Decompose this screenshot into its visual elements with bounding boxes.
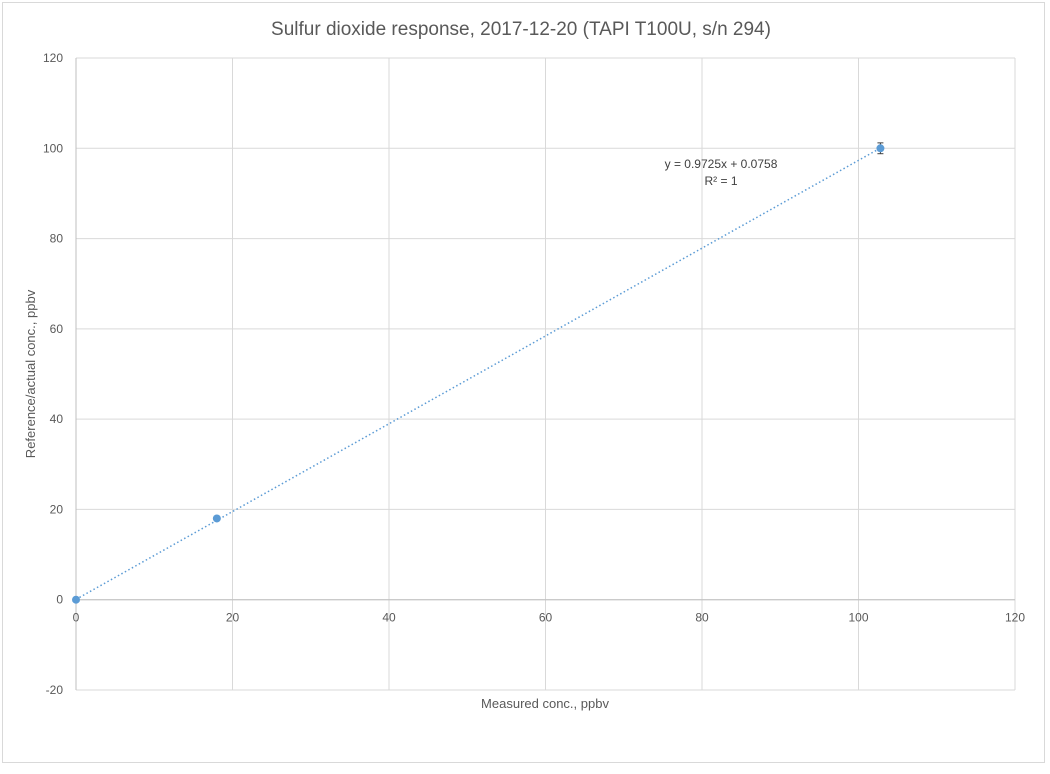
trendline-equation: y = 0.9725x + 0.0758 — [665, 157, 778, 171]
y-tick-label: 100 — [43, 141, 63, 155]
y-tick-label: 40 — [50, 412, 64, 426]
trendline-layer — [75, 147, 881, 601]
x-axis-label: Measured conc., ppbv — [481, 696, 609, 711]
x-tick-label: 100 — [848, 611, 868, 625]
data-point — [212, 514, 221, 523]
y-tick-label: -20 — [46, 683, 64, 697]
x-tick-label: 60 — [539, 611, 553, 625]
x-tick-label: 20 — [226, 611, 240, 625]
x-tick-label: 80 — [695, 611, 709, 625]
x-tick-label: 120 — [1005, 611, 1025, 625]
x-tick-label: 40 — [382, 611, 396, 625]
data-point — [876, 144, 885, 153]
y-tick-label: 60 — [50, 322, 64, 336]
data-point — [72, 595, 80, 604]
gridlines — [75, 57, 1016, 691]
trendline-r-squared: R² = 1 — [704, 174, 737, 188]
chart-title: Sulfur dioxide response, 2017-12-20 (TAP… — [271, 19, 771, 40]
trendline — [75, 147, 881, 601]
data-points — [72, 142, 885, 604]
y-tick-label: 20 — [50, 502, 64, 516]
tick-labels: 0 20 40 60 80 100 120 -20 0 20 40 60 80 100 120 — [43, 51, 1025, 697]
y-tick-label: 120 — [43, 51, 63, 65]
y-axis-label: Reference/actual conc., ppbv — [23, 289, 38, 458]
x-tick-label: 0 — [73, 611, 80, 625]
chart-border — [2, 2, 1045, 763]
y-tick-label: 0 — [56, 593, 63, 607]
y-tick-label: 80 — [50, 232, 64, 246]
axes — [75, 58, 1015, 690]
